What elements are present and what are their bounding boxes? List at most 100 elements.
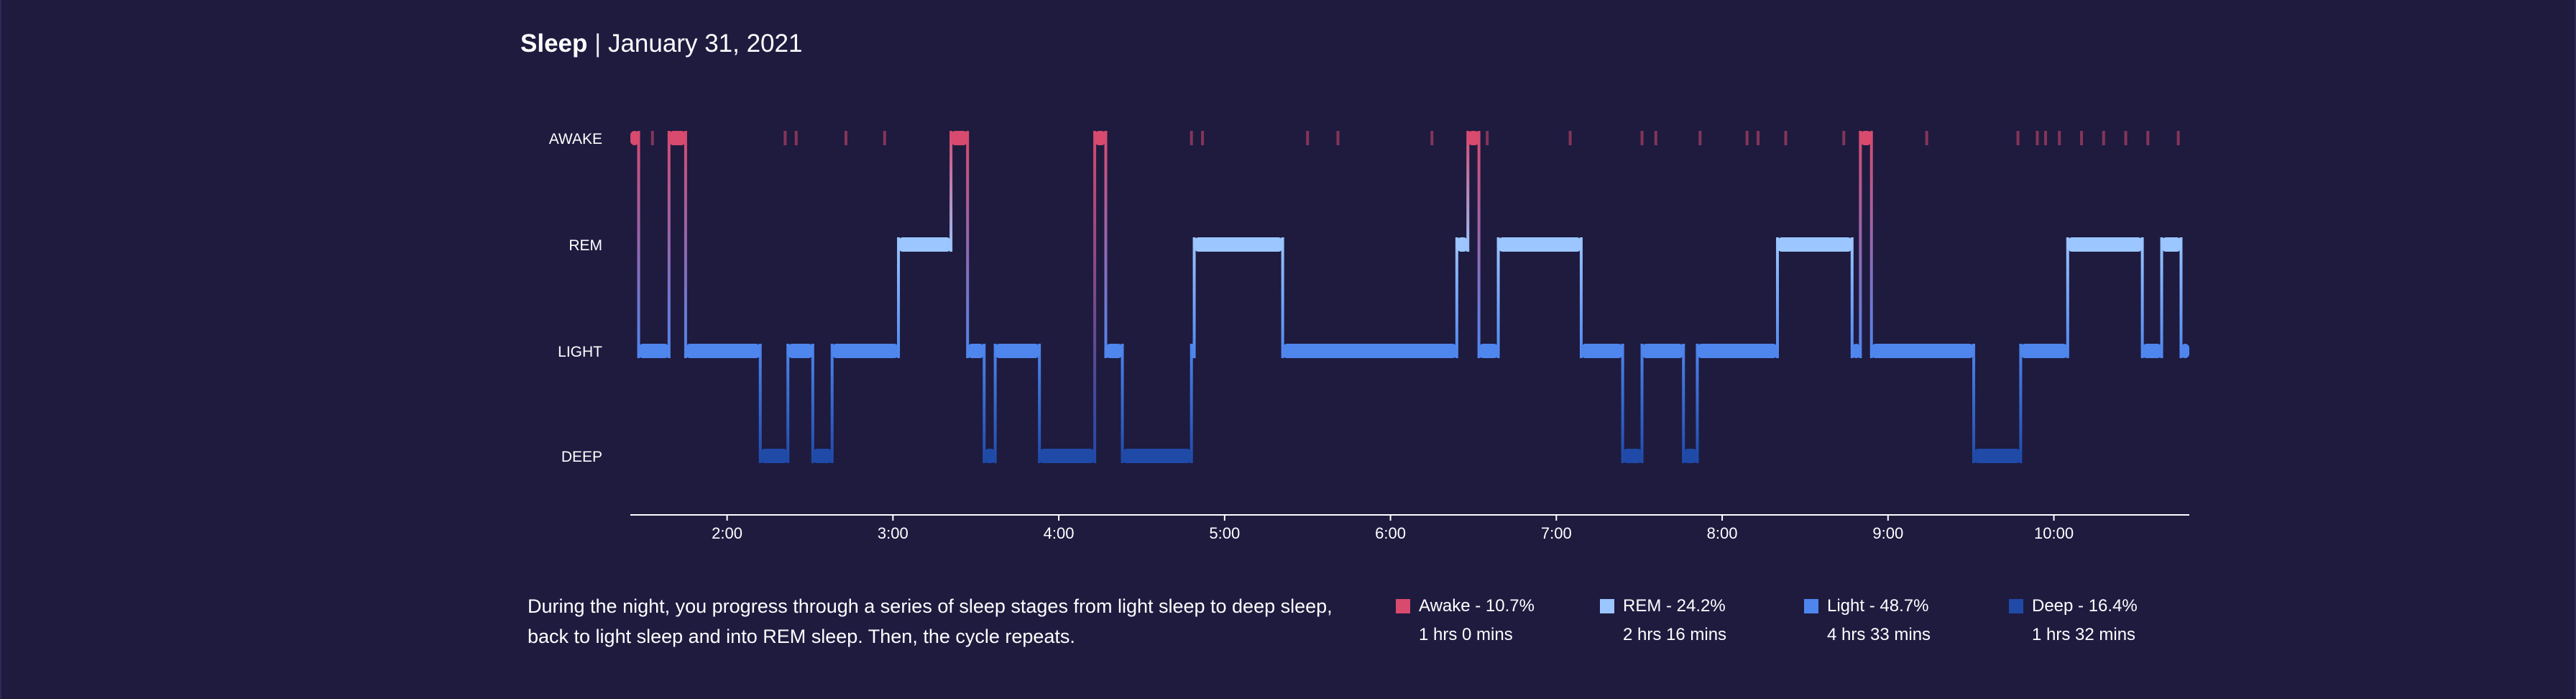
brief-awakening-mark (1757, 131, 1760, 145)
stage-block-deep (1039, 449, 1095, 463)
stage-transition (1696, 344, 1699, 463)
stage-block-rem (1194, 237, 1283, 252)
stage-block-light (995, 344, 1040, 358)
stage-transition (1640, 344, 1644, 463)
legend-item-deep: Deep - 16.4% 1 hrs 32 mins (2009, 594, 2138, 647)
stage-block-deep (760, 449, 788, 463)
stage-transition (1775, 237, 1779, 358)
light-swatch (1804, 599, 1818, 613)
brief-awakening-mark (2124, 131, 2128, 145)
x-tick-label: 6:00 (1375, 524, 1406, 542)
brief-awakening-mark (1640, 131, 1644, 145)
rem-swatch (1600, 599, 1614, 613)
sleep-description: During the night, you progress through a… (528, 595, 1333, 647)
stage-block-light (1191, 344, 1195, 358)
stage-transition (1682, 344, 1685, 463)
stage-transition (667, 131, 671, 358)
stage-block-deep (1622, 449, 1642, 463)
brief-awakening-mark (1784, 131, 1788, 145)
stage-transition (2140, 237, 2144, 358)
brief-awakening-mark (2044, 131, 2048, 145)
brief-awakening-mark (1925, 131, 1928, 145)
stage-transition (1972, 344, 1976, 463)
stage-label-awake: AWAKE (549, 131, 602, 147)
title-date: January 31, 2021 (607, 29, 803, 58)
stage-transition (1477, 131, 1481, 358)
legend-label-light: Light - 48.7% (1827, 596, 1929, 616)
stage-transition (1579, 237, 1583, 358)
stage-block-light (2181, 344, 2189, 358)
stage-block-awake (1095, 131, 1106, 145)
legend-label-rem: REM - 24.2% (1623, 596, 1726, 616)
stage-block-light (788, 344, 813, 358)
brief-awakening-mark (783, 131, 787, 145)
stage-block-rem (1498, 237, 1581, 252)
stage-transition (993, 344, 997, 463)
stage-block-rem (1456, 237, 1468, 252)
brief-awakening-mark (1306, 131, 1310, 145)
stage-block-rem (2161, 237, 2181, 252)
stage-transition (811, 344, 814, 463)
brief-awakening-mark (2080, 131, 2084, 145)
stage-transition (1093, 131, 1097, 463)
stage-transition (1859, 131, 1862, 358)
legend-label-awake: Awake - 10.7% (1419, 596, 1535, 616)
stage-transition (2179, 237, 2183, 358)
x-tick-label: 3:00 (878, 524, 908, 542)
legend-item-awake: Awake - 10.7% 1 hrs 0 mins (1396, 594, 1535, 647)
stage-block-light (967, 344, 985, 358)
stage-transition (1104, 131, 1108, 358)
brief-awakening-mark (1430, 131, 1434, 145)
x-tick-label: 8:00 (1707, 524, 1738, 542)
stage-transition (830, 344, 834, 463)
x-tick-label: 10:00 (2034, 524, 2074, 542)
stage-transition (637, 131, 640, 358)
brief-awakening-mark (1654, 131, 1657, 145)
stage-block-light (832, 344, 899, 358)
brief-awakening-mark (1745, 131, 1749, 145)
x-tick-label: 2:00 (712, 524, 742, 542)
stage-transition (1466, 131, 1470, 252)
brief-awakening-mark (650, 131, 654, 145)
stage-block-deep (812, 449, 832, 463)
stage-block-light (2020, 344, 2068, 358)
brief-awakening-mark (2102, 131, 2105, 145)
stage-block-deep (1122, 449, 1192, 463)
brief-awakening-mark (2058, 131, 2061, 145)
x-tick-label: 7:00 (1541, 524, 1572, 542)
brief-awakening-mark (1201, 131, 1205, 145)
stage-transition (2019, 344, 2023, 463)
brief-awakening-mark (1486, 131, 1489, 145)
stage-block-light (1478, 344, 1499, 358)
brief-awakening-mark (2036, 131, 2039, 145)
stage-block-awake (630, 131, 639, 145)
stage-transition (1038, 344, 1041, 463)
brief-awakening-mark (883, 131, 886, 145)
page-title: Sleep | January 31, 2021 (520, 27, 802, 60)
legend-label-deep: Deep - 16.4% (2032, 596, 2138, 616)
stage-block-awake (951, 131, 968, 145)
stage-block-light (1642, 344, 1684, 358)
stage-label-light: LIGHT (558, 344, 602, 360)
stage-block-light (1581, 344, 1623, 358)
stage-block-light (1852, 344, 1861, 358)
stage-transition (897, 237, 901, 358)
stage-transition (1869, 131, 1873, 358)
x-tick-label: 5:00 (1209, 524, 1240, 542)
stage-block-light (1282, 344, 1457, 358)
stage-transition (758, 344, 762, 463)
stage-label-deep: DEEP (561, 449, 602, 465)
stage-block-awake (1860, 131, 1872, 145)
stage-transition (949, 131, 953, 252)
brief-awakening-mark (844, 131, 847, 145)
stage-transition (1621, 344, 1624, 463)
title-separator: | (594, 29, 602, 58)
title-main: Sleep (520, 29, 588, 58)
legend-item-light: Light - 48.7% 4 hrs 33 mins (1804, 594, 1931, 647)
legend-item-rem: REM - 24.2% 2 hrs 16 mins (1600, 594, 1726, 647)
stage-block-deep (1683, 449, 1698, 463)
stage-transition (2160, 237, 2163, 358)
stage-block-light (638, 344, 669, 358)
legend-duration-light: 4 hrs 33 mins (1827, 625, 1931, 644)
